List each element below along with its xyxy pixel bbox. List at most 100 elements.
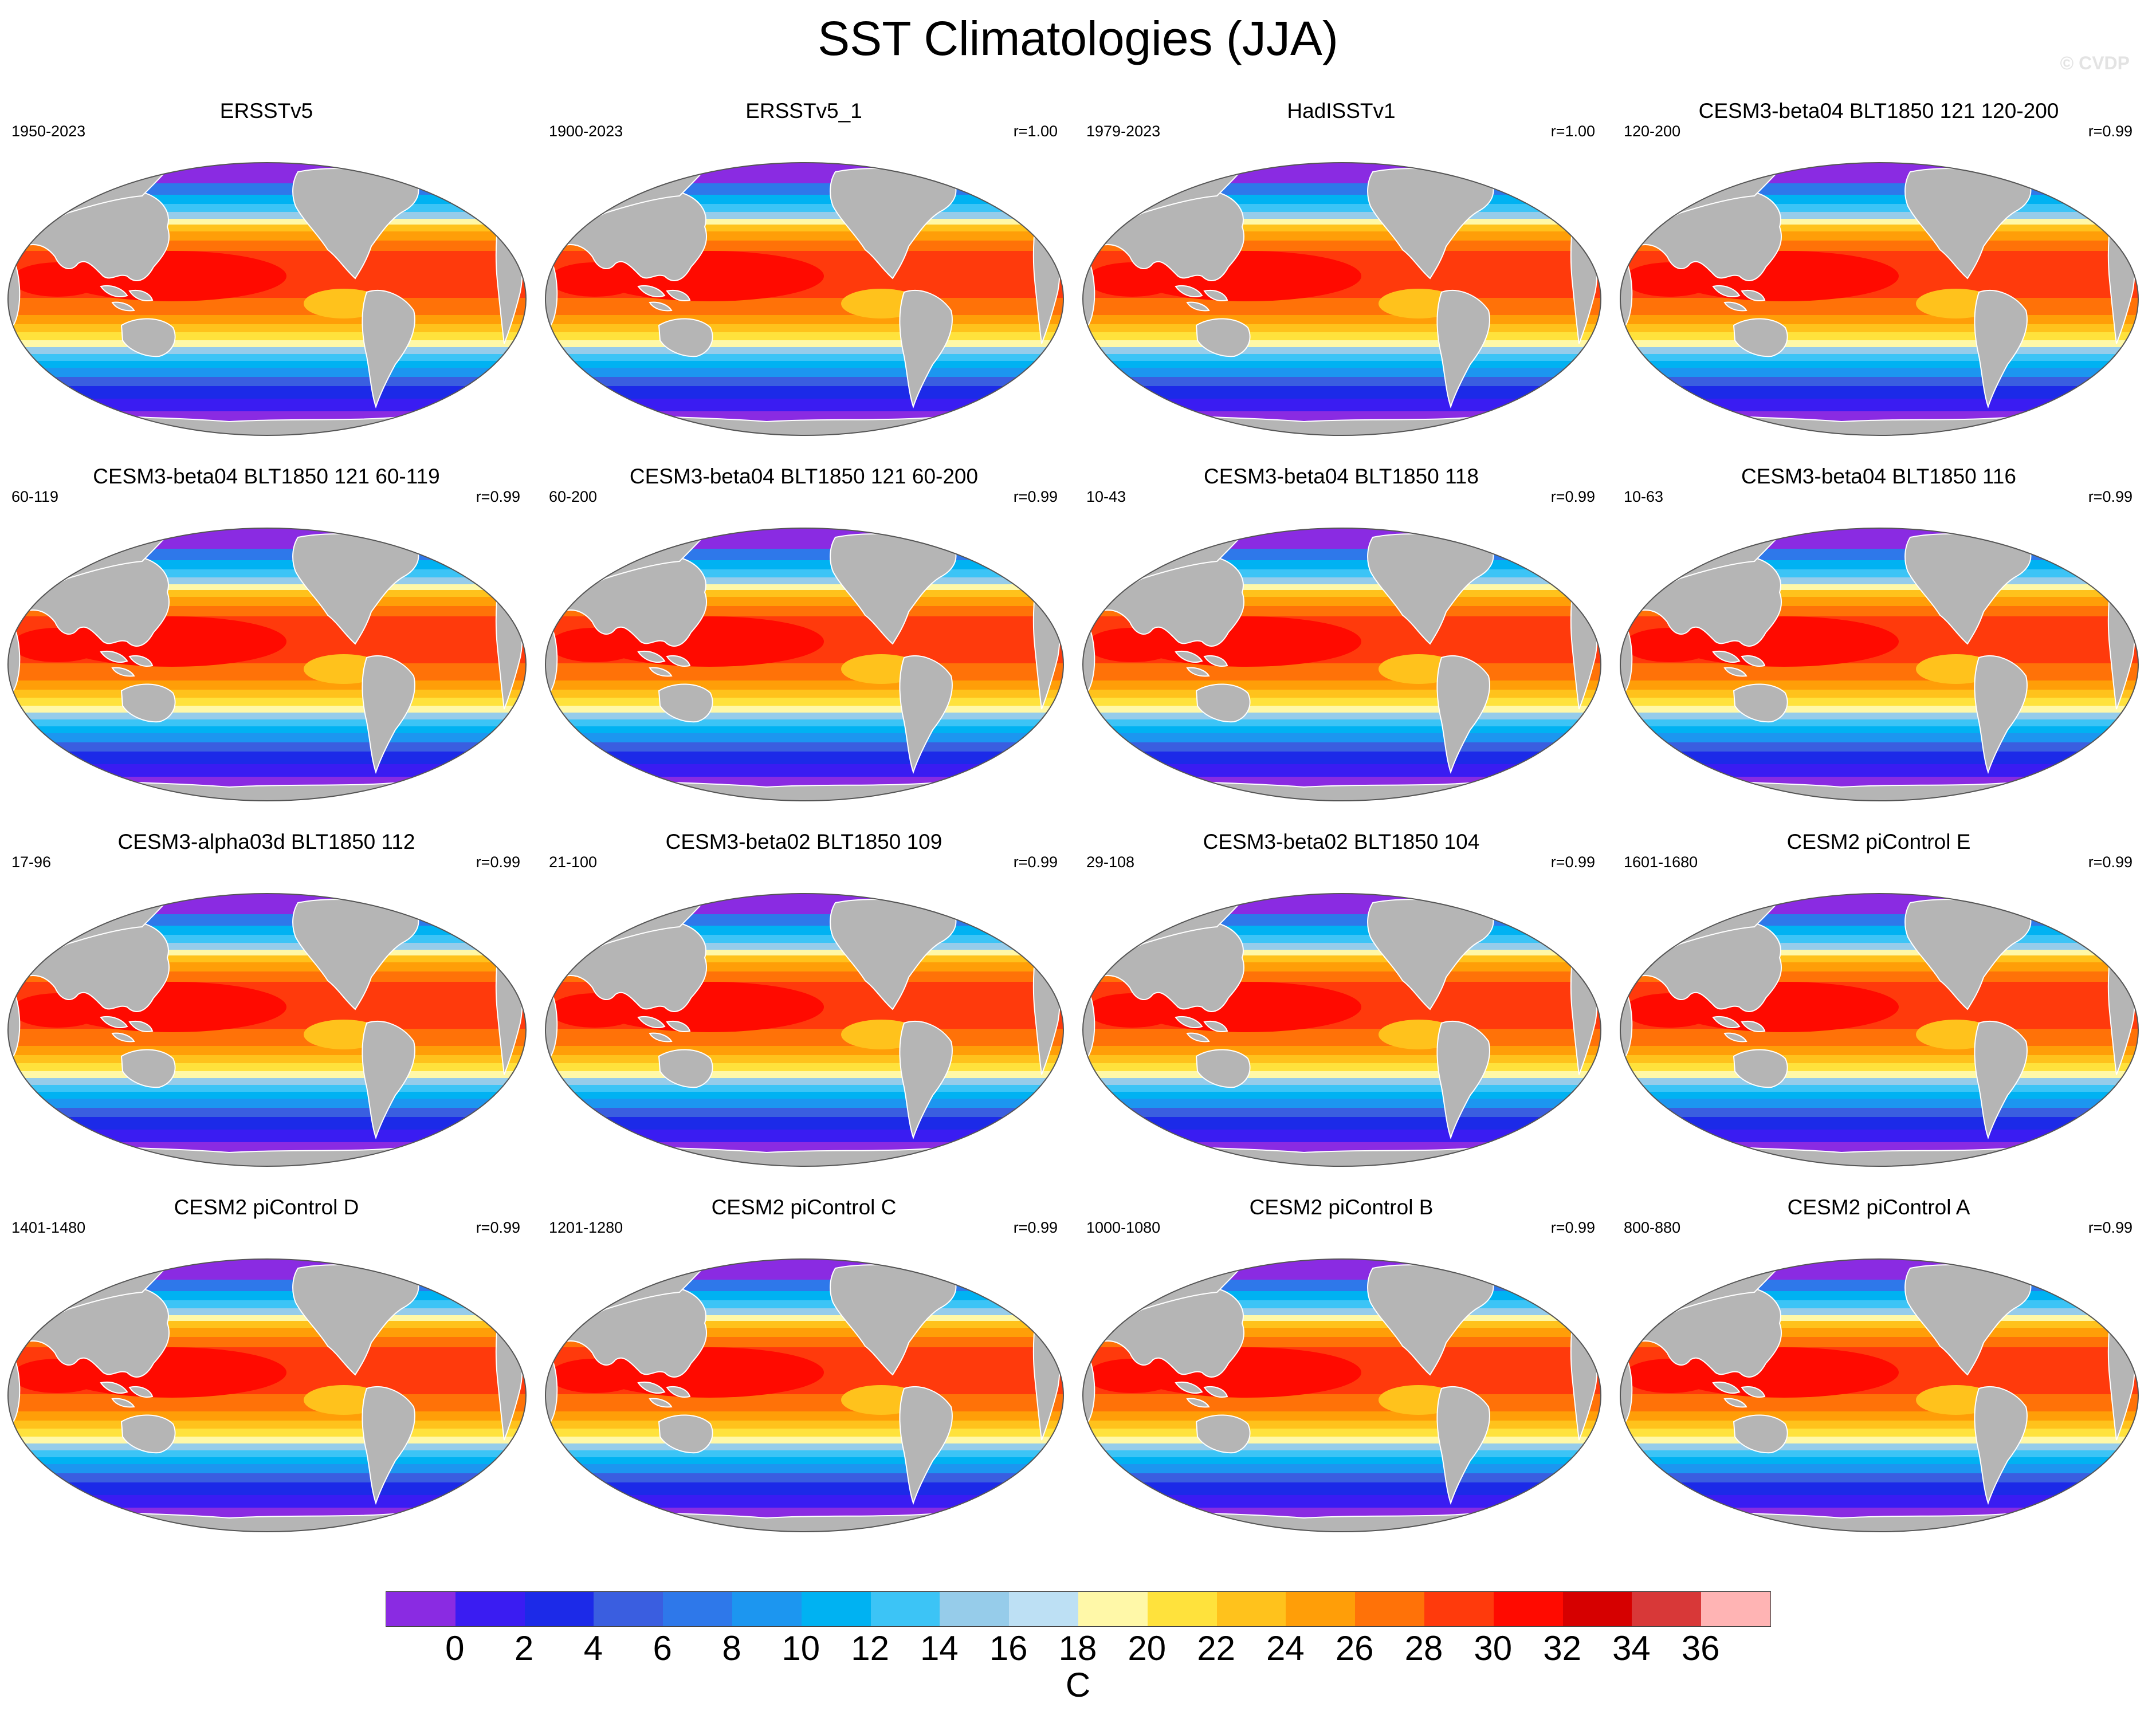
sst-band (545, 377, 1063, 387)
sst-band (1083, 1457, 1601, 1465)
land-mass (1195, 1414, 1251, 1454)
land-mass (1203, 1386, 1228, 1398)
sst-band (1083, 315, 1601, 325)
colorbar-swatch (663, 1592, 732, 1626)
land-mass (1436, 655, 1490, 774)
sst-band (1083, 560, 1601, 570)
sst-band (1083, 1108, 1601, 1118)
land-mass (438, 163, 479, 193)
sst-band (8, 528, 526, 549)
sst-band (1620, 1085, 2138, 1092)
sst-band (1083, 1421, 1601, 1429)
sst-band (8, 399, 526, 412)
map-panel: ERSSTv5_1 1900-2023 r=1.00 (537, 97, 1070, 453)
land-mass (649, 1032, 673, 1043)
colorbar-unit-label: C (1065, 1666, 1091, 1704)
sst-band (1083, 1315, 1601, 1321)
colorbar-tick-label: 0 (445, 1629, 465, 1667)
sst-map (7, 893, 527, 1167)
sst-band (1083, 1259, 1601, 1280)
sst-band (1620, 698, 2138, 706)
panel-correlation: r=0.99 (476, 488, 520, 505)
panel-correlation: r=0.99 (1550, 488, 1595, 505)
sst-band (1620, 1443, 2138, 1451)
colorbar-swatch (386, 1592, 455, 1626)
land-mass (1974, 290, 2028, 409)
land-mass (1723, 667, 1747, 677)
panel-period: 17-96 (11, 853, 52, 871)
sst-band (8, 1482, 526, 1496)
panel-correlation: r=0.99 (476, 1219, 520, 1236)
sst-band (1083, 163, 1601, 184)
sst-band (8, 950, 526, 956)
sst-band (1620, 733, 2138, 743)
warm-pool (1086, 1359, 1178, 1393)
colorbar-swatch (1147, 1592, 1217, 1626)
land-mass (649, 301, 673, 312)
sst-band (8, 340, 526, 348)
sst-band (545, 183, 1063, 195)
sst-band (1620, 1411, 2138, 1421)
land-mass (1712, 1382, 1741, 1394)
sst-band (1083, 1029, 1601, 1047)
sst-band (1620, 584, 2138, 591)
land-mass (1723, 1032, 1747, 1043)
colorbar-tick-label: 24 (1266, 1629, 1305, 1667)
panel-title: HadISSTv1 (1287, 99, 1396, 123)
land-mass (976, 528, 1016, 558)
map-panel: CESM3-beta04 BLT1850 116 10-63 r=0.99 (1612, 463, 2145, 818)
land-mass (899, 290, 953, 409)
sst-band (1620, 1108, 2138, 1118)
map-outline (7, 1258, 527, 1532)
panel-period: 1201-1280 (549, 1219, 623, 1236)
panel-correlation: r=0.99 (476, 853, 520, 871)
sst-band (8, 1055, 526, 1064)
sst-band (545, 1029, 1063, 1047)
sst-band (8, 1117, 526, 1130)
land-mass (1175, 651, 1203, 663)
land-mass (1203, 1021, 1228, 1032)
sst-band (545, 1099, 1063, 1108)
colorbar-swatch (524, 1592, 594, 1626)
sst-band (8, 1071, 526, 1079)
sst-band (1083, 354, 1601, 361)
land-mass (128, 1021, 154, 1032)
sst-map (7, 162, 527, 436)
land-mass (1186, 667, 1210, 677)
sst-band (1083, 914, 1601, 926)
sst-band (1620, 752, 2138, 765)
sst-band (1620, 764, 2138, 777)
sst-band (8, 1464, 526, 1474)
land-mass (2051, 528, 2091, 558)
land-mass (128, 290, 154, 301)
sst-band (1083, 1411, 1601, 1421)
panel-title: CESM2 piControl A (1787, 1195, 1970, 1219)
land-mass (976, 894, 1016, 924)
sst-band (545, 706, 1063, 713)
land-mass (1741, 655, 1766, 667)
sst-band (1083, 1495, 1601, 1508)
sst-band (1083, 528, 1601, 549)
warm-pool (549, 1359, 641, 1393)
sst-band (545, 340, 1063, 348)
land-mass (438, 894, 479, 924)
map-outline (545, 1258, 1064, 1532)
sst-band (1620, 315, 2138, 325)
sst-band (8, 1443, 526, 1451)
land-mass (658, 1049, 713, 1088)
sst-band (1083, 332, 1601, 341)
sst-band (8, 1394, 526, 1412)
sst-band (1620, 1063, 2138, 1072)
sst-band (545, 1291, 1063, 1301)
sst-band (1083, 1055, 1601, 1064)
colorbar-swatch (870, 1592, 940, 1626)
panel-period: 10-63 (1624, 488, 1664, 505)
sst-band (1620, 713, 2138, 720)
sst-band (545, 386, 1063, 399)
panel-period: 120-200 (1624, 123, 1681, 140)
sst-band (1083, 1071, 1601, 1079)
sst-map (1620, 1258, 2139, 1532)
sst-band (545, 1473, 1063, 1483)
sst-map (1620, 528, 2139, 801)
colorbar-tick-label: 6 (653, 1629, 672, 1667)
